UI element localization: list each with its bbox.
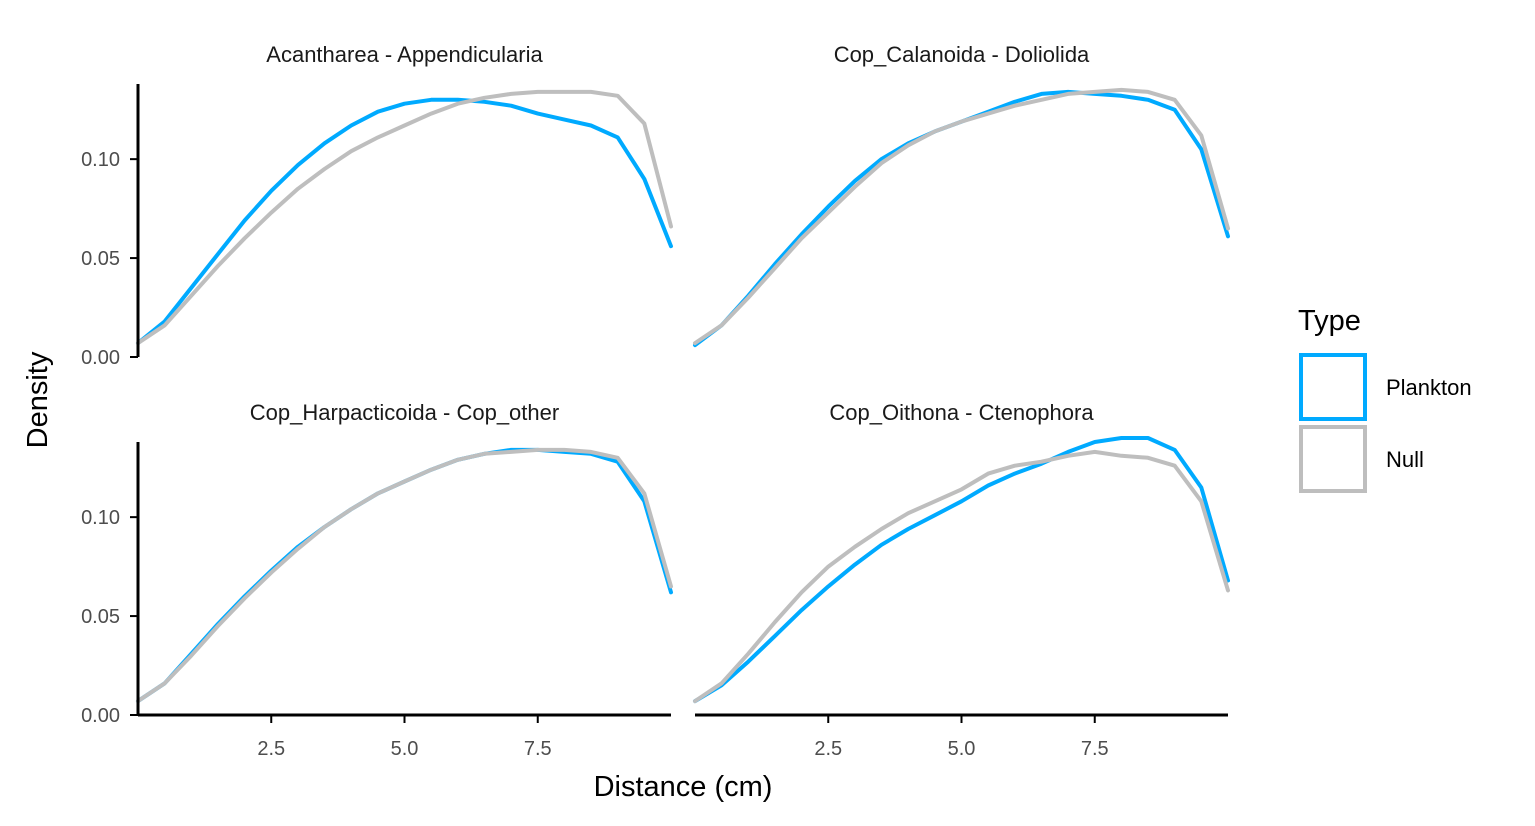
y-axis-title: Density [22,351,54,448]
panel-3: Cop_Harpacticoida - Cop_other 0.00 0.05 0.1… [81,400,673,760]
x-tick-label: 2.5 [814,738,842,760]
panel-title: Cop_Calanoida - Doliolida [834,42,1090,67]
legend-title: Type [1298,305,1361,337]
legend-key-plankton [1299,353,1367,421]
legend-items: Plankton Null [1299,353,1472,493]
panels: Acantharea - Appendicularia0.000.050.10C… [81,42,1230,760]
series-line-null [136,447,673,704]
panel-1: Acantharea - Appendicularia 0.00 0.05 0.10 [81,42,673,369]
y-tick-label: 0.00 [81,705,120,727]
panel-title: Cop_Oithona - Ctenophora [829,400,1094,425]
series-line-plankton [136,97,673,346]
legend-label-plankton: Plankton [1386,375,1472,400]
x-axis-title: Distance (cm) [594,771,773,803]
legend-key-null [1299,425,1367,493]
y-tick-label: 0.05 [81,606,120,628]
legend: Type Plankton Null [1298,305,1472,493]
x-tick-label: 7.5 [524,738,552,760]
panel-2: Cop_Calanoida - Doliolida [693,42,1230,348]
y-tick-label: 0.00 [81,347,120,369]
x-tick-label: 2.5 [257,738,285,760]
panel-4: Cop_Oithona - Ctenophora 2.5 5.0 7.5 [693,400,1230,760]
panel-title: Cop_Harpacticoida - Cop_other [250,400,559,425]
y-tick-label: 0.05 [81,248,120,270]
legend-label-null: Null [1386,447,1424,472]
series-line-null [693,449,1230,704]
series-line-plankton [693,89,1230,348]
panel-title: Acantharea - Appendicularia [266,42,543,67]
y-tick-label: 0.10 [81,149,120,171]
series-line-null [693,87,1230,346]
series-line-plankton [136,447,673,704]
x-tick-label: 5.0 [948,738,976,760]
x-tick-label: 5.0 [391,738,419,760]
series-line-null [136,89,673,346]
x-tick-label: 7.5 [1081,738,1109,760]
y-tick-label: 0.10 [81,507,120,529]
series-line-plankton [693,436,1230,704]
